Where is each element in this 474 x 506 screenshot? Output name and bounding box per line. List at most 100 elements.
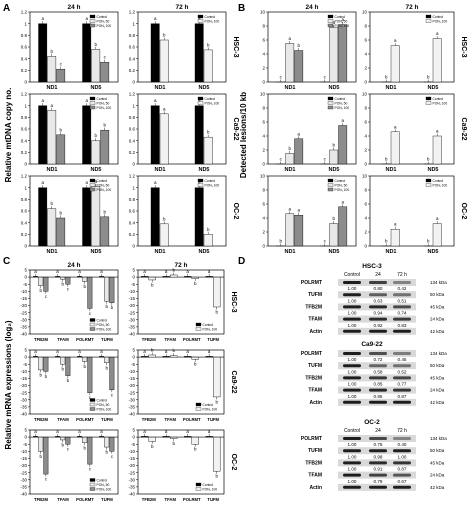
bar-pon-100 [170,436,178,439]
y-tick-label: -25 [128,390,135,395]
blot-kda-label: 134 kDa [430,436,447,441]
y-tick-label: 0.2 [129,68,136,73]
blot-quant-value: 1.00 [348,323,357,328]
blot-protein-label: TUFM [308,448,322,454]
legend-swatch [425,96,432,101]
y-tick-label: 0 [132,244,135,249]
blot-protein-label: TFAM [308,473,322,479]
plot-frame [369,175,455,247]
blot-band [393,329,411,333]
blot-quant-value: 1.00 [348,311,357,316]
bar-pon-50 [38,356,44,371]
significance-letter: c [67,447,70,452]
significance-letter: b [83,364,86,369]
y-tick-label: 0 [24,435,27,440]
bar-control [184,436,192,438]
category-label: TFB2M [34,417,48,422]
blot-protein-label: TUFM [308,292,322,298]
legend-swatch [89,187,96,192]
bar-pon-100 [43,436,49,475]
legend-label: PON₁ 100 [335,188,350,192]
significance-letter: a [78,269,81,274]
blot-quant-value: 0.40 [398,442,407,447]
legend-swatch [197,14,204,19]
y-tick-label: -40 [20,412,27,417]
plot-frame [369,93,455,165]
legend-swatch [89,482,96,487]
blot-band [393,376,411,380]
blot-protein-label: POLRMT [301,351,322,357]
y-tick-label: 1.2 [21,174,28,179]
y-tick-label: -30 [20,397,27,402]
significance-letter: b [163,33,166,38]
y-tick-label: -15 [128,376,135,381]
significance-letter: a [288,206,291,211]
blot-protein-label: Actin [310,329,323,335]
legend-swatch [89,478,96,482]
blot-kda-label: 45 kDa [430,304,445,309]
y-tick-label: -35 [128,404,135,409]
category-label: ND5 [198,249,209,255]
bar-pon-100 [170,274,178,278]
significance-letter: a [143,349,146,354]
y-tick-label: 8 [262,24,265,29]
blot-quant-value: 0.45 [398,357,407,362]
blot-lane-header: 24 [375,428,381,434]
y-tick-label: 8 [262,106,265,111]
significance-letter: a [56,429,59,434]
significance-letter: b [385,157,388,162]
blot-lane-header: Control [344,428,360,434]
blot-quant-value: 0.87 [398,394,407,399]
y-tick-label: 2 [262,66,265,71]
blot-kda-label: 24 kDa [430,388,445,393]
blot-quant-value: 0.91 [374,467,383,472]
significance-letter: b [427,75,430,80]
bar-pon-100 [159,113,169,165]
y-tick-label: 4 [262,134,265,139]
y-tick-label: 10 [260,92,266,97]
blot-band [343,437,361,440]
y-tick-label: 10 [362,10,368,15]
significance-letter: b [163,216,166,221]
y-tick-label: -20 [128,463,135,468]
legend-label: Control [433,15,444,19]
significance-letter: a [78,429,81,434]
bar-pon-100 [213,436,221,472]
blot-quant-value: 0.51 [398,298,407,303]
y-tick-label: 10 [260,10,266,15]
category-label: ND5 [90,167,101,173]
bar-pon-50 [60,276,66,280]
significance-letter: a [100,429,103,434]
plot-frame [369,11,455,83]
category-label: ND5 [427,249,438,255]
blot-protein-label: POLRMT [301,280,322,286]
y-tick-label: 1 [132,21,135,26]
legend-label: PON₁ 100 [97,487,112,491]
row-label: OC-2 [230,454,237,471]
y-tick-label: 6 [364,202,367,207]
legend-swatch [89,183,96,187]
blot-band [369,400,387,404]
blot-band [393,281,411,284]
bar-control [77,276,83,278]
y-tick-label: 0.8 [21,33,28,38]
y-tick-label: 6 [364,38,367,43]
bar-control [82,105,92,165]
y-tick-label: -15 [20,296,27,301]
bar-control [141,436,149,438]
bar-pon-100 [432,223,442,247]
chart-A-HSC3-24: 24 h 0 0.2 0.4 0.6 0.8 1 1.2 a b c ND1 a b c ND5 Control… [21,4,119,91]
y-tick-label: -5 [131,282,135,287]
chart-C-HSC3-24: 24 h50-5-10-15-20-25-30-35-40abcTFB2Mabc… [20,262,119,342]
blot-quant-value: 0.74 [398,311,407,316]
significance-letter: a [41,180,44,185]
y-tick-label: 8 [364,188,367,193]
category-label: TFAM [57,417,69,422]
y-tick-label: 0 [24,244,27,249]
blot-band [343,329,361,333]
